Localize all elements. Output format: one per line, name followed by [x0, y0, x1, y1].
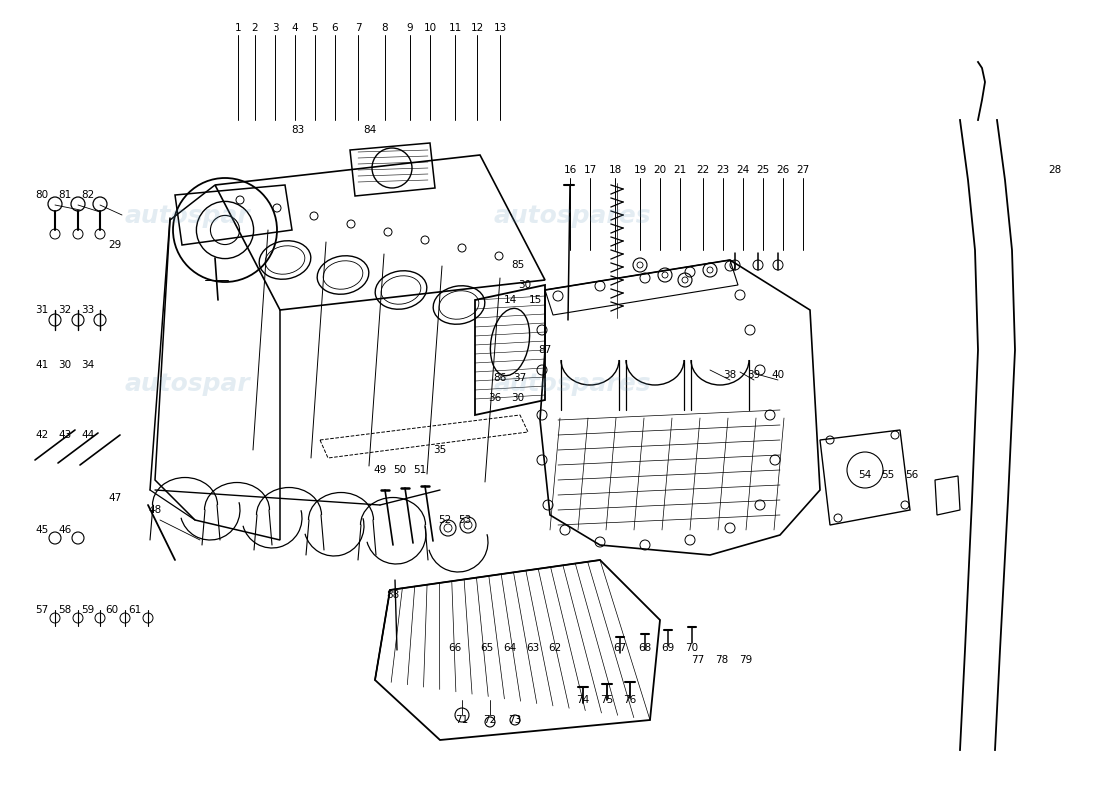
Text: 30: 30 [512, 393, 525, 403]
Text: 56: 56 [905, 470, 918, 480]
Text: 20: 20 [653, 165, 667, 175]
Text: 33: 33 [81, 305, 95, 315]
Text: 27: 27 [796, 165, 810, 175]
Text: 19: 19 [634, 165, 647, 175]
Text: 42: 42 [35, 430, 48, 440]
Text: 16: 16 [563, 165, 576, 175]
Text: 45: 45 [35, 525, 48, 535]
Text: 49: 49 [373, 465, 386, 475]
Text: autospares: autospares [493, 204, 651, 228]
Text: 26: 26 [777, 165, 790, 175]
Text: 14: 14 [504, 295, 517, 305]
Text: 29: 29 [109, 240, 122, 250]
Text: 47: 47 [109, 493, 122, 503]
Text: 60: 60 [106, 605, 119, 615]
Text: 13: 13 [494, 23, 507, 33]
Text: 15: 15 [528, 295, 541, 305]
Text: 62: 62 [549, 643, 562, 653]
Text: 74: 74 [576, 695, 590, 705]
Text: 34: 34 [81, 360, 95, 370]
Text: 85: 85 [512, 260, 525, 270]
Text: 71: 71 [455, 715, 469, 725]
Text: 66: 66 [449, 643, 462, 653]
Text: autospar: autospar [124, 372, 250, 396]
Text: 18: 18 [608, 165, 622, 175]
Text: 76: 76 [624, 695, 637, 705]
Text: 64: 64 [504, 643, 517, 653]
Text: autospar: autospar [124, 204, 250, 228]
Text: 43: 43 [58, 430, 72, 440]
Text: 86: 86 [494, 373, 507, 383]
Text: 22: 22 [696, 165, 710, 175]
Text: 72: 72 [483, 715, 496, 725]
Text: 37: 37 [514, 373, 527, 383]
Text: 40: 40 [771, 370, 784, 380]
Text: 78: 78 [715, 655, 728, 665]
Text: 36: 36 [488, 393, 502, 403]
Text: 31: 31 [35, 305, 48, 315]
Text: 11: 11 [449, 23, 462, 33]
Text: 25: 25 [757, 165, 770, 175]
Text: 10: 10 [424, 23, 437, 33]
Text: 84: 84 [363, 125, 376, 135]
Text: 1: 1 [234, 23, 241, 33]
Text: 2: 2 [252, 23, 258, 33]
Text: 44: 44 [81, 430, 95, 440]
Text: 87: 87 [538, 345, 551, 355]
Text: 65: 65 [481, 643, 494, 653]
Text: 59: 59 [81, 605, 95, 615]
Text: 70: 70 [685, 643, 698, 653]
Text: 53: 53 [459, 515, 472, 525]
Text: 30: 30 [58, 360, 72, 370]
Text: 67: 67 [614, 643, 627, 653]
Text: 48: 48 [148, 505, 162, 515]
Text: 41: 41 [35, 360, 48, 370]
Text: 39: 39 [747, 370, 760, 380]
Text: 57: 57 [35, 605, 48, 615]
Text: 21: 21 [673, 165, 686, 175]
Text: 69: 69 [661, 643, 674, 653]
Text: 68: 68 [638, 643, 651, 653]
Text: 81: 81 [58, 190, 72, 200]
Text: 83: 83 [292, 125, 305, 135]
Text: 7: 7 [354, 23, 361, 33]
Text: 80: 80 [35, 190, 48, 200]
Text: 9: 9 [407, 23, 414, 33]
Text: 23: 23 [716, 165, 729, 175]
Text: 61: 61 [129, 605, 142, 615]
Text: 12: 12 [471, 23, 484, 33]
Text: 73: 73 [508, 715, 521, 725]
Text: 75: 75 [601, 695, 614, 705]
Text: 55: 55 [881, 470, 894, 480]
Text: autospares: autospares [493, 372, 651, 396]
Text: 77: 77 [692, 655, 705, 665]
Text: 51: 51 [414, 465, 427, 475]
Text: 4: 4 [292, 23, 298, 33]
Text: 8: 8 [382, 23, 388, 33]
Text: 5: 5 [311, 23, 318, 33]
Text: 52: 52 [439, 515, 452, 525]
Text: 88: 88 [386, 590, 399, 600]
Text: 24: 24 [736, 165, 749, 175]
Text: 63: 63 [527, 643, 540, 653]
Text: 58: 58 [58, 605, 72, 615]
Text: 50: 50 [394, 465, 407, 475]
Text: 17: 17 [583, 165, 596, 175]
Text: 54: 54 [858, 470, 871, 480]
Text: 30: 30 [518, 280, 531, 290]
Text: 35: 35 [433, 445, 447, 455]
Text: 46: 46 [58, 525, 72, 535]
Text: 28: 28 [1048, 165, 1062, 175]
Text: 38: 38 [724, 370, 737, 380]
Text: 79: 79 [739, 655, 752, 665]
Text: 32: 32 [58, 305, 72, 315]
Text: 82: 82 [81, 190, 95, 200]
Text: 3: 3 [272, 23, 278, 33]
Text: 6: 6 [332, 23, 339, 33]
